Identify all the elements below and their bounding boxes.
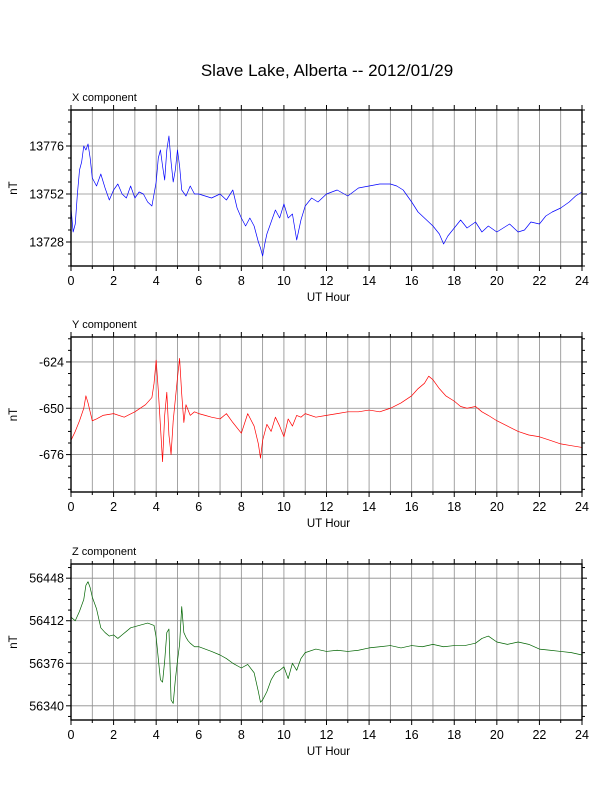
x-tick-label: 12 (320, 728, 334, 742)
x-tick-label: 4 (153, 274, 160, 288)
x-tick-label: 20 (490, 274, 504, 288)
x-tick-label: 10 (277, 500, 291, 514)
x-tick-label: 14 (362, 274, 376, 288)
x-tick-label: 24 (575, 500, 589, 514)
y-tick-label: 56448 (29, 572, 64, 586)
x-tick-label: 16 (405, 500, 419, 514)
y-tick-label: -650 (39, 402, 64, 416)
x-tick-label: 10 (277, 274, 291, 288)
x-tick-label: 12 (320, 274, 334, 288)
x-axis-label-y: UT Hour (307, 518, 350, 530)
x-tick-label: 6 (195, 500, 202, 514)
y-tick-label: 56412 (29, 614, 64, 628)
x-tick-label: 22 (532, 500, 546, 514)
series-line-y (70, 358, 583, 463)
x-tick-label: 2 (110, 728, 117, 742)
x-tick-label: 12 (320, 500, 334, 514)
y-tick-label: 13776 (29, 140, 64, 154)
panel-label-x: X component (72, 92, 137, 104)
y-tick-label: 13752 (29, 188, 64, 202)
series-line-z (70, 581, 583, 704)
panel-label-z: Z component (72, 546, 136, 558)
y-axis-label-y: nT (8, 408, 20, 421)
x-tick-label: 18 (447, 728, 461, 742)
y-tick-label: 13728 (29, 236, 64, 250)
y-axis-label-z: nT (8, 635, 20, 648)
y-axis-label-x: nT (8, 181, 20, 194)
x-tick-label: 0 (68, 500, 75, 514)
series-line-x (70, 135, 583, 257)
x-tick-label: 18 (447, 500, 461, 514)
x-tick-label: 22 (532, 728, 546, 742)
x-tick-label: 0 (68, 728, 75, 742)
x-axis-label-x: UT Hour (307, 292, 350, 304)
x-tick-label: 0 (68, 274, 75, 288)
figure-title: Slave Lake, Alberta -- 2012/01/29 (201, 61, 453, 80)
x-tick-label: 6 (195, 728, 202, 742)
x-tick-label: 20 (490, 500, 504, 514)
x-tick-label: 18 (447, 274, 461, 288)
x-tick-label: 16 (405, 728, 419, 742)
y-tick-label: 56340 (29, 699, 64, 713)
x-tick-label: 14 (362, 500, 376, 514)
y-tick-label: -676 (39, 448, 64, 462)
x-tick-label: 6 (195, 274, 202, 288)
x-tick-label: 10 (277, 728, 291, 742)
x-tick-label: 2 (110, 274, 117, 288)
x-tick-label: 24 (575, 274, 589, 288)
y-tick-label: 56376 (29, 657, 64, 671)
x-tick-label: 24 (575, 728, 589, 742)
x-tick-label: 14 (362, 728, 376, 742)
x-tick-label: 20 (490, 728, 504, 742)
x-tick-label: 22 (532, 274, 546, 288)
x-tick-label: 8 (238, 274, 245, 288)
x-tick-label: 4 (153, 728, 160, 742)
x-tick-label: 2 (110, 500, 117, 514)
x-tick-label: 4 (153, 500, 160, 514)
panel-label-y: Y component (72, 319, 137, 331)
x-axis-label-z: UT Hour (307, 746, 350, 758)
x-tick-label: 16 (405, 274, 419, 288)
y-tick-label: -624 (39, 355, 64, 369)
x-tick-label: 8 (238, 500, 245, 514)
x-tick-label: 8 (238, 728, 245, 742)
